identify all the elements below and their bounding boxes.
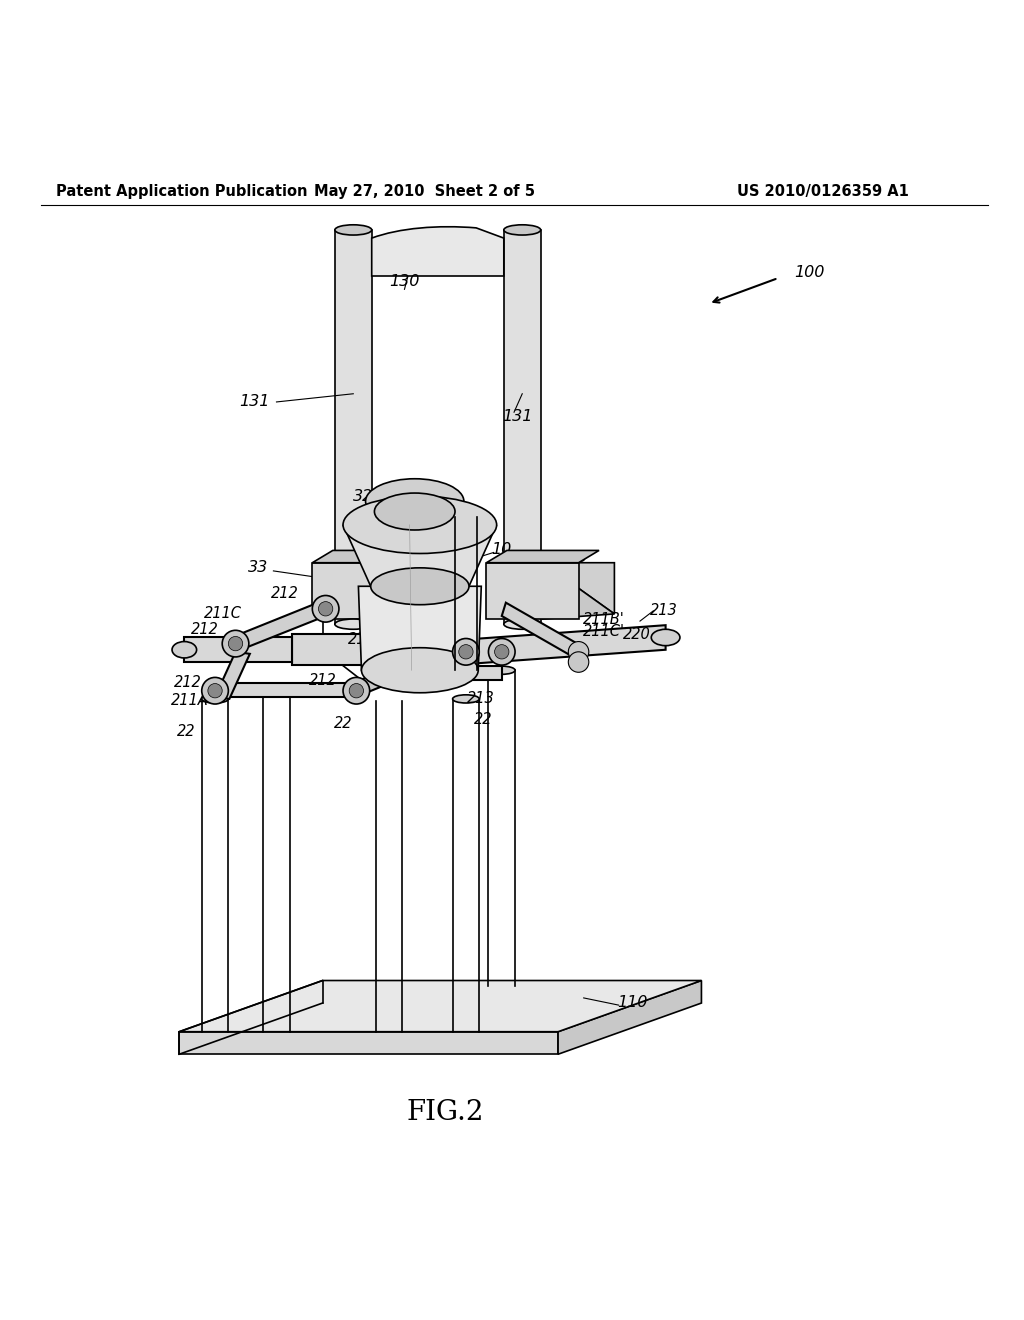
Ellipse shape — [335, 619, 372, 630]
Polygon shape — [486, 550, 599, 562]
Text: 22: 22 — [474, 711, 493, 727]
Polygon shape — [335, 230, 372, 624]
Polygon shape — [184, 638, 292, 663]
Ellipse shape — [263, 686, 290, 694]
Circle shape — [453, 639, 479, 665]
Ellipse shape — [651, 630, 680, 645]
Text: 33: 33 — [568, 550, 589, 565]
Circle shape — [568, 642, 589, 663]
Circle shape — [202, 677, 228, 704]
Text: US 2010/0126359 A1: US 2010/0126359 A1 — [737, 183, 909, 198]
Circle shape — [459, 644, 473, 659]
Text: 211A: 211A — [171, 693, 208, 709]
Circle shape — [312, 595, 339, 622]
Polygon shape — [312, 550, 415, 562]
Text: 33: 33 — [248, 560, 268, 576]
Text: 30: 30 — [415, 499, 435, 513]
Text: FIG.2: FIG.2 — [407, 1100, 484, 1126]
Polygon shape — [502, 603, 583, 660]
Polygon shape — [558, 981, 701, 1055]
Text: Patent Application Publication: Patent Application Publication — [56, 183, 308, 198]
Text: 10: 10 — [492, 543, 512, 557]
Ellipse shape — [202, 694, 228, 704]
Text: 220: 220 — [623, 627, 651, 642]
Text: 213: 213 — [649, 603, 678, 618]
Text: 131: 131 — [239, 395, 269, 409]
Ellipse shape — [504, 224, 541, 235]
Polygon shape — [292, 635, 466, 665]
Text: 212: 212 — [190, 622, 219, 636]
Circle shape — [318, 602, 333, 616]
Text: 211B': 211B' — [584, 611, 625, 627]
Text: 110: 110 — [617, 994, 648, 1010]
Text: 212: 212 — [270, 586, 299, 601]
Circle shape — [228, 636, 243, 651]
Polygon shape — [486, 562, 579, 619]
Ellipse shape — [488, 667, 515, 675]
Text: 22: 22 — [334, 715, 352, 731]
Polygon shape — [504, 230, 541, 624]
Polygon shape — [349, 639, 466, 697]
Ellipse shape — [361, 648, 478, 693]
Ellipse shape — [371, 568, 469, 605]
Circle shape — [343, 677, 370, 704]
Ellipse shape — [335, 224, 372, 235]
Ellipse shape — [504, 619, 541, 630]
Text: 212: 212 — [308, 673, 337, 688]
Polygon shape — [466, 626, 666, 664]
Text: 212: 212 — [173, 675, 202, 690]
Polygon shape — [358, 586, 481, 671]
Text: 213: 213 — [467, 692, 496, 706]
Text: 211C: 211C — [204, 606, 243, 622]
Polygon shape — [215, 682, 356, 697]
Polygon shape — [179, 981, 701, 1032]
Circle shape — [568, 652, 589, 672]
Polygon shape — [231, 602, 326, 652]
Circle shape — [222, 631, 249, 657]
PathPatch shape — [372, 227, 504, 276]
Text: 130: 130 — [389, 273, 420, 289]
Text: 32: 32 — [353, 488, 374, 504]
Polygon shape — [466, 667, 502, 681]
Polygon shape — [543, 562, 614, 619]
Text: May 27, 2010  Sheet 2 of 5: May 27, 2010 Sheet 2 of 5 — [314, 183, 536, 198]
Ellipse shape — [343, 496, 497, 553]
Circle shape — [208, 684, 222, 698]
Text: 22: 22 — [177, 725, 196, 739]
Circle shape — [349, 684, 364, 698]
Circle shape — [495, 644, 509, 659]
Polygon shape — [179, 1032, 558, 1055]
Text: 100: 100 — [794, 265, 824, 280]
Circle shape — [488, 639, 515, 665]
Polygon shape — [215, 652, 250, 698]
Polygon shape — [343, 525, 497, 586]
Ellipse shape — [366, 479, 464, 524]
Text: 131: 131 — [502, 409, 532, 424]
Ellipse shape — [172, 642, 197, 657]
Ellipse shape — [375, 494, 455, 531]
Polygon shape — [312, 562, 394, 619]
Ellipse shape — [453, 694, 479, 704]
Text: 211C': 211C' — [583, 624, 626, 639]
Text: 211B: 211B — [348, 632, 385, 647]
Polygon shape — [543, 562, 614, 614]
